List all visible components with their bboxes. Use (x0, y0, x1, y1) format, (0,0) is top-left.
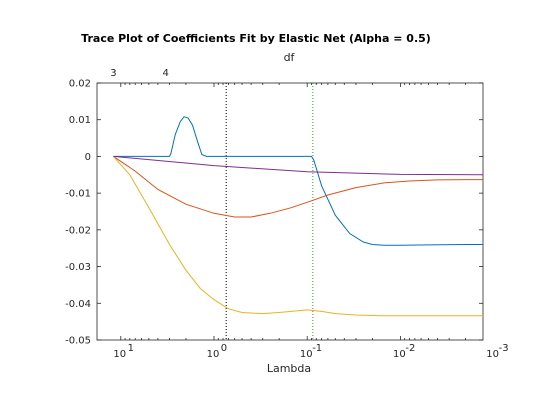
top-tick-label: 4 (162, 68, 168, 79)
x-tick-label: 10 (393, 349, 406, 360)
x-tick-label: 10 (113, 349, 126, 360)
x-tick-exponent: -1 (312, 343, 322, 354)
x-tick-exponent: -3 (499, 343, 509, 354)
y-tick-label: -0.04 (65, 299, 91, 310)
top-axis-label: df (284, 51, 296, 64)
series-line-2 (113, 155, 483, 218)
y-tick-label: 0.02 (69, 79, 91, 90)
x-tick-exponent: -2 (405, 343, 415, 354)
series-line-3 (113, 156, 483, 317)
x-tick-label: 10 (300, 349, 313, 360)
plot-layer: 0.020.010-0.01-0.02-0.03-0.04-0.05101100… (65, 68, 508, 360)
x-axis-label: Lambda (267, 362, 311, 375)
y-tick-label: 0 (85, 152, 91, 163)
top-tick-label: 3 (110, 68, 116, 79)
chart-title: Trace Plot of Coefficients Fit by Elasti… (81, 32, 431, 45)
x-tick-label: 10 (486, 349, 499, 360)
series-line-4 (113, 155, 484, 176)
y-tick-label: -0.05 (65, 336, 91, 347)
x-tick-label: 10 (207, 349, 220, 360)
y-tick-label: -0.02 (65, 225, 91, 236)
y-tick-label: -0.03 (65, 262, 91, 273)
x-tick-exponent: 1 (128, 343, 134, 354)
y-tick-label: 0.01 (69, 115, 91, 126)
x-tick-exponent: 0 (221, 343, 227, 354)
plot-area-frame (96, 82, 484, 341)
y-tick-label: -0.01 (65, 189, 91, 200)
series-line-1 (113, 116, 483, 246)
